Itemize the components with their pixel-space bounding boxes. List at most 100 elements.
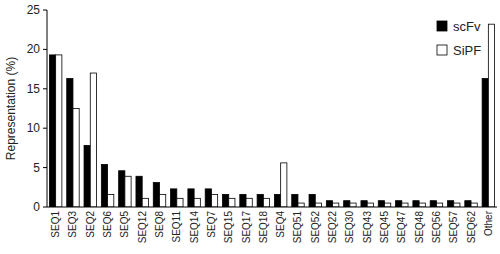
- bar: [90, 73, 96, 207]
- legend: scFv SiPF: [437, 19, 481, 58]
- y-tick: [43, 49, 47, 50]
- bar: [73, 109, 79, 208]
- x-tick-label: SEQ47: [396, 211, 407, 244]
- y-axis: [47, 10, 48, 207]
- x-axis: [47, 207, 497, 208]
- x-tick-label: SEQ57: [448, 211, 459, 244]
- bar: [350, 203, 356, 207]
- bar: [108, 194, 114, 207]
- x-tick-label: SEQ22: [327, 211, 338, 244]
- legend-swatch: [437, 45, 447, 55]
- bar: [223, 194, 229, 207]
- bar: [378, 201, 384, 207]
- bar: [448, 201, 454, 207]
- x-tick-label: SEQ56: [431, 211, 442, 244]
- bar: [125, 176, 131, 207]
- bar: [136, 176, 142, 207]
- x-tick-label: SEQ45: [379, 211, 390, 244]
- x-tick-label: SEQ2: [85, 211, 96, 238]
- bar: [292, 194, 298, 207]
- bar: [84, 146, 90, 207]
- x-tick-label: SEQ30: [344, 211, 355, 244]
- bar: [309, 194, 315, 207]
- bar: [142, 198, 148, 207]
- x-tick-label: SEQ1: [50, 211, 61, 238]
- x-tick-label: SEQ8: [154, 211, 165, 238]
- y-tick-label: 5: [33, 161, 40, 175]
- page: {"chart_data": {"type": "bar", "categori…: [0, 0, 500, 254]
- y-tick: [43, 88, 47, 89]
- x-tick-label: Other: [483, 210, 494, 236]
- x-tick-label: SEQ51: [292, 211, 303, 244]
- x-tick-label: SEQ12: [137, 211, 148, 244]
- bar: [281, 163, 287, 207]
- y-tick-label: 10: [27, 121, 41, 135]
- bar: [119, 171, 125, 207]
- x-tick-label: SEQ7: [206, 211, 217, 238]
- bar: [482, 79, 488, 207]
- x-tick-label: SEQ43: [362, 211, 373, 244]
- bar: [56, 55, 62, 207]
- y-tick-label: 15: [27, 82, 41, 96]
- bar: [160, 194, 166, 207]
- bar: [419, 203, 425, 207]
- x-tick-label: SEQ52: [310, 211, 321, 244]
- x-tick-label: SEQ48: [414, 211, 425, 244]
- x-tick-label: SEQ4: [275, 211, 286, 238]
- legend-label: SiPF: [453, 43, 481, 58]
- bar: [188, 189, 194, 207]
- bar: [246, 198, 252, 207]
- chart-container: 0 5 10 15 20 25 SEQ1 SEQ3 SEQ2 SEQ6 SEQ5 SEQ12 SEQ8 S…: [0, 0, 500, 254]
- bar: [344, 201, 350, 207]
- bar: [402, 203, 408, 207]
- bar: [298, 203, 304, 207]
- bar: [326, 201, 332, 207]
- bar: [367, 203, 373, 207]
- bar: [211, 194, 217, 207]
- bar: [488, 24, 494, 207]
- x-tick-label: SEQ3: [67, 211, 78, 238]
- y-axis-label: Representation (%): [4, 57, 18, 160]
- y-tick-label: 25: [27, 3, 41, 17]
- x-tick-label: SEQ18: [258, 211, 269, 244]
- bar: [430, 201, 436, 207]
- bar: [229, 198, 235, 207]
- bar: [315, 203, 321, 207]
- bar: [67, 79, 73, 207]
- x-tick-label: SEQ5: [119, 211, 130, 238]
- legend-label: scFv: [453, 19, 481, 34]
- chart-svg: 0 5 10 15 20 25 SEQ1 SEQ3 SEQ2 SEQ6 SEQ5 SEQ12 SEQ8 S…: [0, 0, 500, 254]
- bar: [454, 203, 460, 207]
- bar: [274, 194, 280, 207]
- bar: [171, 189, 177, 207]
- y-tick-label: 20: [27, 42, 41, 56]
- bar: [396, 201, 402, 207]
- bar: [385, 203, 391, 207]
- y-tick: [43, 128, 47, 129]
- bar: [240, 194, 246, 207]
- x-tick-label: SEQ14: [189, 211, 200, 244]
- bar: [257, 194, 263, 207]
- bar: [436, 203, 442, 207]
- bar: [101, 164, 107, 207]
- bar: [361, 201, 367, 207]
- x-tick-label: SEQ15: [223, 211, 234, 244]
- bar: [177, 198, 183, 207]
- y-tick-label: 0: [33, 200, 40, 214]
- bar: [194, 198, 200, 207]
- bar: [465, 201, 471, 207]
- y-tick: [43, 10, 47, 11]
- bar: [153, 183, 159, 207]
- legend-swatch: [437, 21, 447, 31]
- bar: [263, 198, 269, 207]
- y-tick: [43, 167, 47, 168]
- x-tick-label: SEQ11: [171, 211, 182, 243]
- bar: [413, 201, 419, 207]
- bar: [333, 203, 339, 207]
- x-tick-label: SEQ17: [241, 211, 252, 244]
- x-tick-label: SEQ6: [102, 211, 113, 238]
- y-tick: [43, 207, 47, 208]
- bar: [471, 203, 477, 207]
- bar: [49, 55, 55, 207]
- bar: [205, 189, 211, 207]
